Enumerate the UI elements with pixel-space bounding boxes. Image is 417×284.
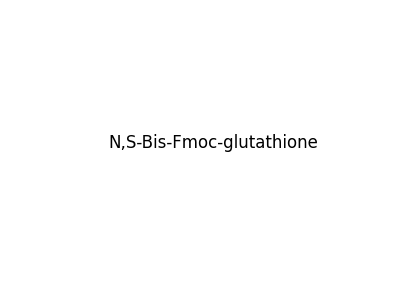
Text: N,S-Bis-Fmoc-glutathione: N,S-Bis-Fmoc-glutathione bbox=[109, 134, 319, 153]
